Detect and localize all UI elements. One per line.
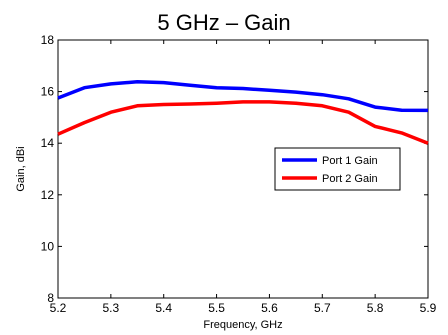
y-axis-label: Gain, dBi bbox=[15, 146, 27, 191]
x-tick-label: 5.9 bbox=[420, 301, 437, 315]
y-tick-label: 8 bbox=[47, 291, 54, 305]
x-tick-label: 5.7 bbox=[314, 301, 331, 315]
x-tick-label: 5.2 bbox=[50, 301, 67, 315]
y-tick-label: 18 bbox=[41, 33, 55, 47]
legend-box bbox=[274, 147, 401, 191]
legend-entry-1: Port 1 Gain bbox=[322, 155, 378, 167]
y-tick-label: 16 bbox=[41, 85, 55, 99]
x-tick-label: 5.6 bbox=[261, 301, 278, 315]
x-tick-label: 5.3 bbox=[103, 301, 120, 315]
chart-title: 5 GHz – Gain bbox=[157, 10, 291, 35]
series-line-1 bbox=[57, 80, 429, 113]
y-tick-label: 10 bbox=[41, 239, 55, 253]
series-line-2 bbox=[57, 100, 429, 145]
x-axis-label: Frequency, GHz bbox=[203, 319, 282, 331]
y-tick-label: 12 bbox=[41, 188, 55, 202]
y-tick-label: 14 bbox=[41, 136, 55, 150]
x-tick-label: 5.8 bbox=[367, 301, 384, 315]
legend-entry-2: Port 2 Gain bbox=[322, 173, 378, 185]
x-tick-label: 5.4 bbox=[155, 301, 172, 315]
x-tick-label: 5.5 bbox=[208, 301, 225, 315]
